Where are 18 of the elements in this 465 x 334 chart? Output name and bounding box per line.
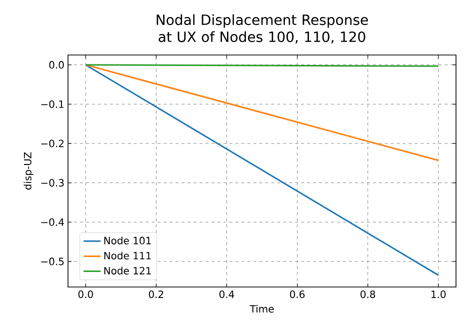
x-tick-label: 0.6 — [290, 290, 305, 298]
x-tick-label: 0.2 — [148, 290, 164, 298]
y-tick-label: −0.5 — [41, 258, 64, 266]
legend-label: Node 121 — [104, 266, 151, 275]
y-tick-label: 0.0 — [49, 61, 64, 69]
legend-label: Node 101 — [104, 236, 151, 244]
chart-title: Nodal Displacement Response at UX of Nodes 100, 110, 120 — [156, 14, 368, 44]
x-tick-label: 0.0 — [78, 290, 93, 298]
x-tick-label: 0.4 — [219, 290, 234, 298]
legend-label: Node 111 — [104, 252, 151, 260]
y-tick-label: −0.4 — [41, 218, 64, 226]
y-tick-label: −0.1 — [41, 100, 64, 108]
y-axis-title: disp-UZ — [24, 152, 34, 190]
y-tick-label: −0.2 — [41, 140, 64, 148]
x-tick-label: 0.8 — [360, 290, 376, 298]
y-tick-label: −0.3 — [41, 179, 64, 187]
x-tick-label: 1.0 — [432, 290, 446, 298]
x-axis-title: Time — [250, 304, 274, 313]
